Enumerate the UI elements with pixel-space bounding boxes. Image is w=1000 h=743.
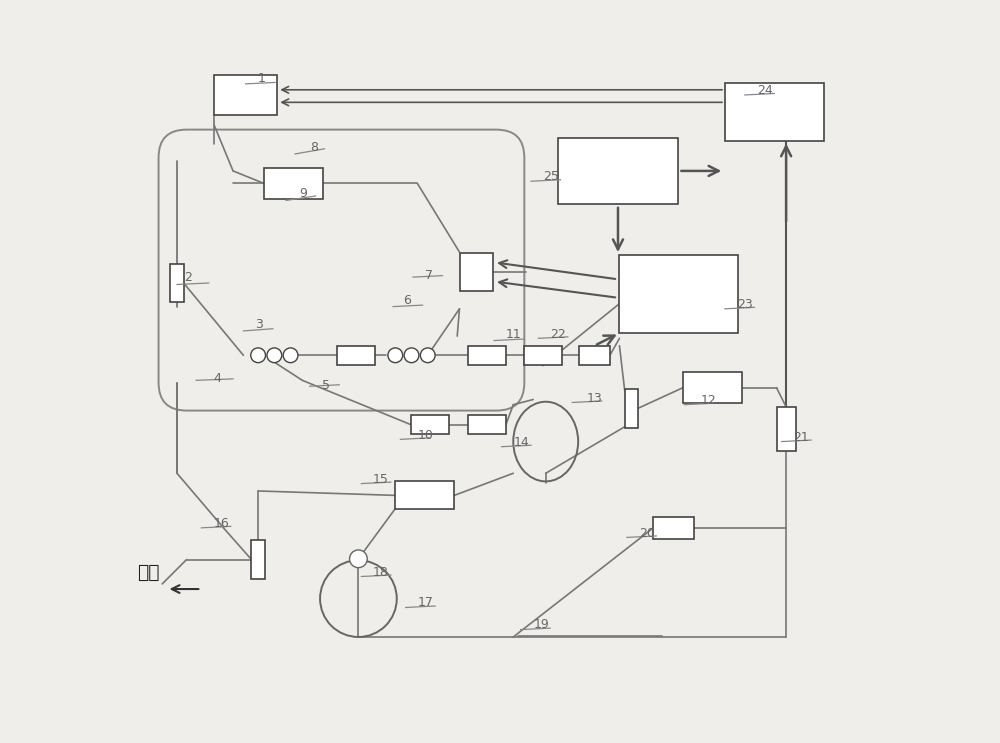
Text: 21: 21: [794, 431, 809, 444]
Text: 2: 2: [184, 271, 192, 285]
Bar: [411, 415, 449, 434]
Text: 10: 10: [417, 429, 433, 441]
Text: 19: 19: [533, 618, 549, 631]
Bar: [653, 517, 694, 539]
Bar: [683, 372, 742, 403]
Circle shape: [350, 550, 367, 568]
Text: 3: 3: [255, 318, 263, 331]
Text: 16: 16: [214, 517, 230, 530]
Circle shape: [388, 348, 403, 363]
Bar: [170, 264, 184, 302]
Bar: [460, 253, 493, 291]
Text: 18: 18: [373, 566, 389, 580]
Text: 6: 6: [403, 293, 411, 307]
Circle shape: [283, 348, 298, 363]
Bar: [777, 407, 796, 451]
Text: 输出: 输出: [137, 562, 160, 582]
Text: 1: 1: [258, 72, 266, 85]
Bar: [468, 345, 506, 365]
Text: 4: 4: [214, 372, 222, 385]
Circle shape: [267, 348, 282, 363]
Bar: [251, 540, 265, 579]
Text: 17: 17: [417, 596, 433, 609]
Text: 15: 15: [373, 473, 389, 486]
Bar: [579, 345, 610, 365]
Text: 25: 25: [543, 170, 559, 184]
Text: 20: 20: [639, 527, 655, 539]
Bar: [625, 389, 638, 427]
Bar: [558, 137, 678, 204]
Text: 5: 5: [322, 379, 330, 392]
Bar: [468, 415, 506, 434]
Circle shape: [251, 348, 265, 363]
Text: 14: 14: [513, 436, 529, 449]
Bar: [725, 83, 824, 140]
Text: 24: 24: [757, 84, 772, 97]
Bar: [524, 345, 562, 365]
Text: 8: 8: [310, 141, 318, 154]
Text: 22: 22: [550, 328, 566, 340]
Circle shape: [404, 348, 419, 363]
Circle shape: [420, 348, 435, 363]
Text: 7: 7: [425, 268, 433, 282]
Bar: [619, 256, 738, 333]
Text: 11: 11: [506, 328, 522, 340]
Text: 23: 23: [737, 298, 753, 311]
Bar: [395, 481, 454, 510]
Text: 12: 12: [701, 394, 716, 407]
Bar: [214, 75, 277, 115]
Bar: [337, 345, 375, 365]
Text: 9: 9: [299, 187, 307, 201]
Text: 13: 13: [587, 392, 603, 405]
Bar: [264, 168, 323, 199]
